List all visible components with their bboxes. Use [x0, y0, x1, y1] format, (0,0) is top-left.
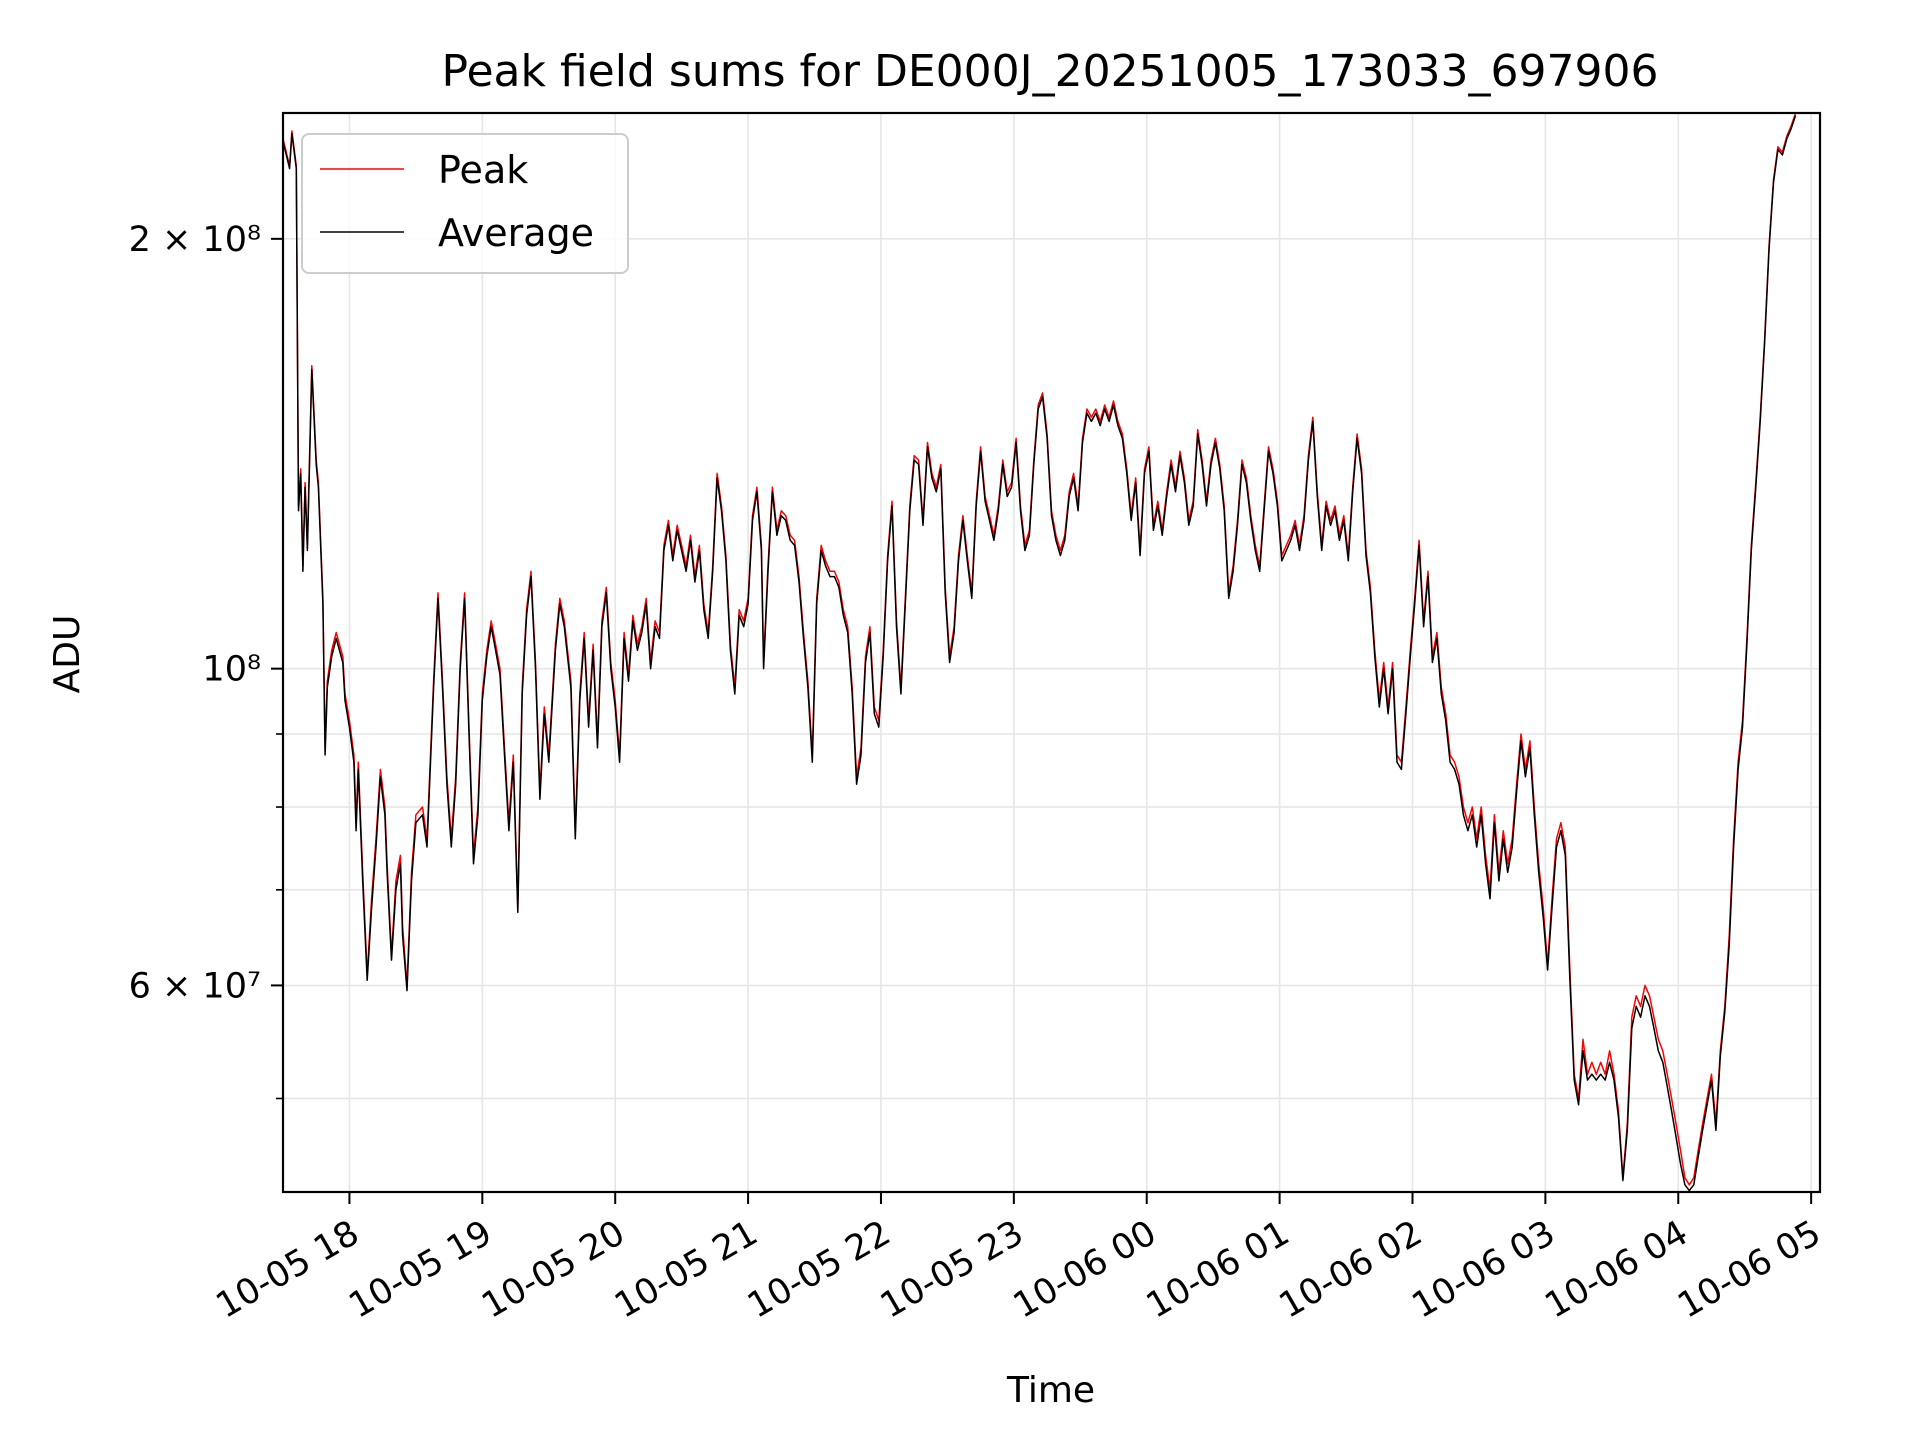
legend-label-average: Average — [438, 211, 594, 255]
series-line-average — [282, 115, 1797, 1192]
legend-label-peak: Peak — [438, 148, 528, 192]
chart-title: Peak field sums for DE000J_20251005_1730… — [442, 46, 1659, 97]
legend: Peak Average — [301, 133, 629, 274]
y-axis: 6 × 10⁷ 10⁸ 2 × 10⁸ — [129, 220, 283, 1100]
grid-lines — [283, 113, 1820, 1192]
y-axis-label: ADU — [47, 615, 88, 694]
y-tick-label: 2 × 10⁸ — [129, 220, 261, 260]
y-tick-label: 6 × 10⁷ — [129, 966, 261, 1006]
series-layer — [282, 112, 1797, 1192]
y-tick-label: 10⁸ — [202, 650, 261, 690]
x-axis-label: Time — [1006, 1370, 1095, 1411]
plot-frame — [281, 111, 1822, 1194]
